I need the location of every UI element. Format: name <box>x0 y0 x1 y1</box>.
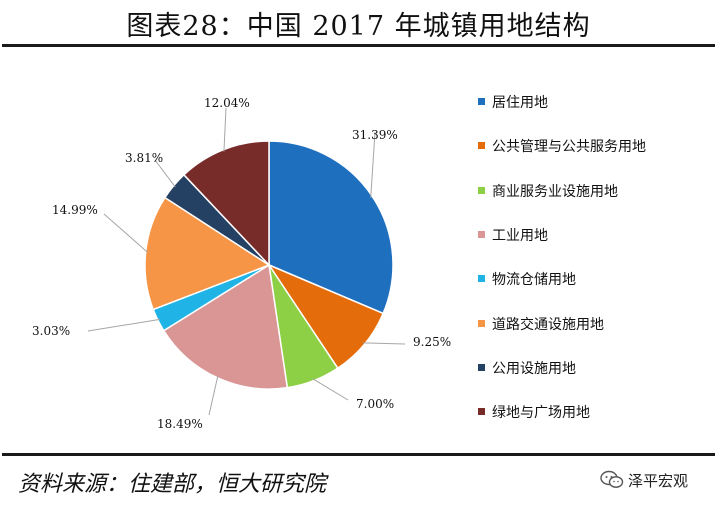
legend-swatch <box>478 230 485 238</box>
top-divider <box>2 44 715 47</box>
legend-label: 道路交通设施用地 <box>492 316 604 333</box>
legend-label: 绿地与广场用地 <box>492 405 590 422</box>
legend-swatch <box>478 275 485 283</box>
legend-label: 物流仓储用地 <box>492 272 576 289</box>
legend-label: 工业用地 <box>492 227 548 244</box>
data-label-2: 9.25% <box>413 335 451 349</box>
leader-line-7 <box>154 159 176 188</box>
leader-line-3 <box>312 378 349 401</box>
leader-line-1 <box>370 131 376 198</box>
page-title: 图表28：中国 2017 年城镇用地结构 <box>126 11 591 42</box>
data-label-1: 31.39% <box>352 128 398 142</box>
data-label-4: 18.49% <box>157 417 203 431</box>
legend-swatch <box>478 98 485 105</box>
pie-slice-8 <box>182 140 270 267</box>
legend-swatch <box>478 142 485 150</box>
leader-line-8 <box>223 107 227 152</box>
brand-name: 泽平宏观 <box>628 472 689 490</box>
bottom-divider <box>2 453 715 456</box>
pie-slice-6 <box>144 196 271 311</box>
legend-swatch <box>478 319 485 327</box>
source-note: 资料来源：住建部，恒大研究院 <box>18 472 327 497</box>
data-label-3: 7.00% <box>356 397 394 411</box>
leader-line-4 <box>208 375 219 416</box>
data-label-7: 3.81% <box>125 151 163 165</box>
leader-line-6 <box>103 213 148 253</box>
legend-label: 居住用地 <box>492 95 548 111</box>
legend-swatch <box>478 408 485 416</box>
legend-label: 商业服务业设施用地 <box>492 183 618 200</box>
data-label-8: 12.04% <box>204 96 250 110</box>
pie-slice-1 <box>268 140 394 315</box>
leader-line-5 <box>87 318 160 332</box>
data-label-6: 14.99% <box>52 203 98 217</box>
data-label-5: 3.03% <box>32 324 70 338</box>
leader-line-2 <box>362 342 406 345</box>
wechat-icon <box>600 470 624 488</box>
legend-label: 公共管理与公共服务用地 <box>492 139 646 156</box>
legend-label: 公用设施用地 <box>492 360 576 377</box>
legend-swatch <box>478 363 485 371</box>
legend-swatch <box>478 186 485 194</box>
